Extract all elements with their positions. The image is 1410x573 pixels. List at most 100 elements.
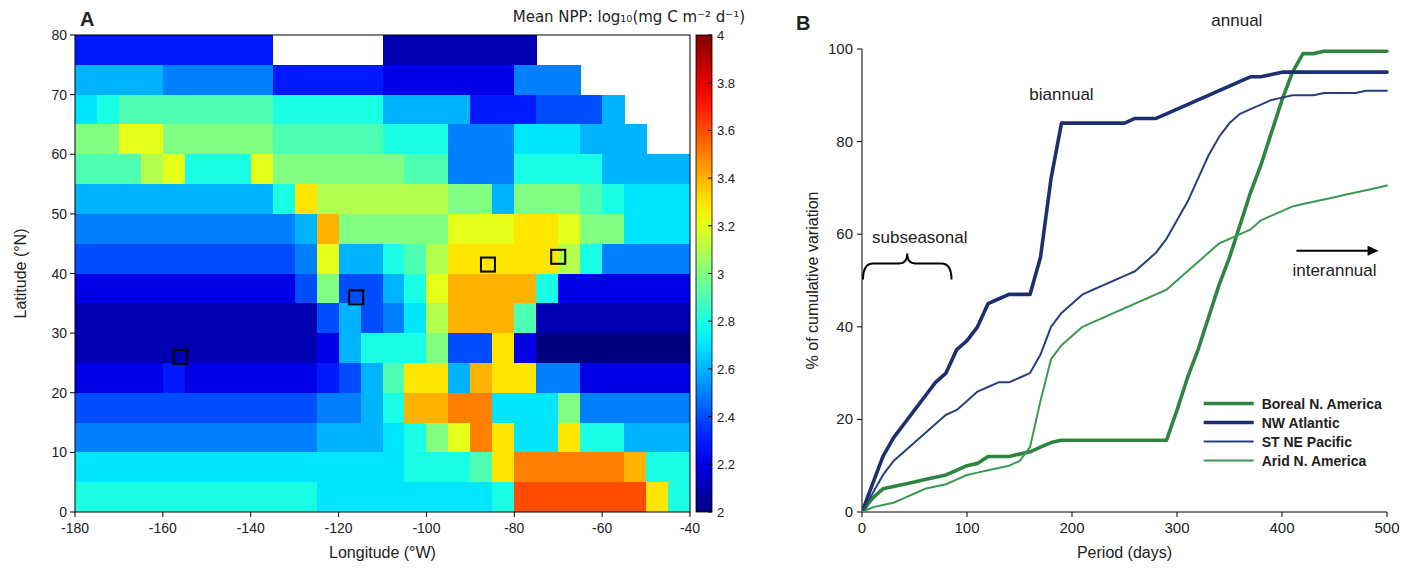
x-tick-label: 200 <box>1059 519 1084 536</box>
heat-cell <box>470 35 493 65</box>
heat-cell <box>624 393 647 423</box>
heat-cell <box>75 244 98 274</box>
heat-cell <box>97 95 120 125</box>
heat-cell <box>668 274 690 304</box>
heat-cell <box>448 303 471 333</box>
heat-cell <box>448 393 471 423</box>
heat-cell <box>492 482 515 512</box>
heat-cell <box>383 35 406 65</box>
heat-cell <box>185 214 208 244</box>
heat-cell <box>185 124 208 154</box>
heat-cell <box>185 423 208 453</box>
heat-cell <box>470 184 493 214</box>
heat-cell <box>404 124 427 154</box>
heat-cell <box>251 184 274 214</box>
colorbar-tick <box>708 464 712 465</box>
heat-cell <box>163 274 186 304</box>
heat-cell <box>229 393 252 423</box>
heat-cell <box>383 333 406 363</box>
heat-cell <box>75 35 98 65</box>
y-tick <box>70 392 75 393</box>
heat-cell <box>448 65 471 95</box>
heat-cell <box>141 274 164 304</box>
heat-cell <box>295 452 318 482</box>
heat-cell <box>404 65 427 95</box>
x-tick-label: -80 <box>504 520 524 536</box>
heat-cell <box>119 244 142 274</box>
y-tick <box>70 213 75 214</box>
heat-cell <box>119 363 142 393</box>
heat-cell <box>646 184 669 214</box>
heat-cell <box>536 482 559 512</box>
heat-cell <box>317 124 340 154</box>
heat-cell <box>470 214 493 244</box>
heat-cell <box>448 214 471 244</box>
colorbar-tick-label: 2.6 <box>717 362 735 377</box>
x-tick-label: 0 <box>858 519 866 536</box>
heat-cell <box>580 184 603 214</box>
x-tick <box>1282 512 1283 517</box>
heat-cell <box>273 274 296 304</box>
heat-cell <box>558 274 581 304</box>
heat-cell <box>75 274 98 304</box>
heat-cell <box>470 393 493 423</box>
heat-cell <box>295 214 318 244</box>
heat-cell <box>514 363 537 393</box>
heat-cell <box>514 452 537 482</box>
heat-cell <box>404 154 427 184</box>
colorbar-tick <box>708 82 712 83</box>
heat-cell <box>75 95 98 125</box>
heat-cell <box>119 393 142 423</box>
heat-cell <box>97 363 120 393</box>
heat-cell <box>163 423 186 453</box>
heat-cell <box>207 244 230 274</box>
colorbar-tick-label: 2.2 <box>717 457 735 472</box>
heat-cell <box>383 154 406 184</box>
heat-cell <box>119 303 142 333</box>
y-tick <box>857 326 862 327</box>
annotation: biannual <box>1029 85 1093 104</box>
heat-cell <box>229 274 252 304</box>
heat-cell <box>295 124 318 154</box>
heat-cell <box>536 423 559 453</box>
heat-cell <box>383 184 406 214</box>
heat-cell <box>163 363 186 393</box>
heat-cell <box>251 124 274 154</box>
colorbar-tick <box>708 130 712 131</box>
heat-cell <box>229 333 252 363</box>
heat-cell <box>470 482 493 512</box>
heat-cell <box>273 244 296 274</box>
heat-cell <box>602 482 625 512</box>
heat-cell <box>185 35 208 65</box>
panel-letter: A <box>80 8 94 30</box>
heat-cell <box>119 35 142 65</box>
x-tick-label: -40 <box>680 520 700 536</box>
y-axis-title: Latitude (°N) <box>12 229 29 319</box>
colorbar-tick-label: 3 <box>717 267 724 282</box>
heat-cell <box>426 393 449 423</box>
annotation: annual <box>1211 11 1262 30</box>
heat-cell <box>558 482 581 512</box>
heat-cell <box>361 363 384 393</box>
heat-cell <box>229 214 252 244</box>
site-box <box>173 350 187 364</box>
heat-cell <box>558 333 581 363</box>
heat-cell <box>668 303 690 333</box>
legend-label: ST NE Pacific <box>1262 434 1352 450</box>
heat-cell <box>602 423 625 453</box>
heat-cell <box>580 95 603 125</box>
heat-cell <box>97 184 120 214</box>
heat-cell <box>75 214 98 244</box>
y-tick <box>857 141 862 142</box>
x-tick <box>1072 512 1073 517</box>
heat-cell <box>448 482 471 512</box>
heat-cell <box>558 95 581 125</box>
heat-cell <box>448 124 471 154</box>
heat-cell <box>185 184 208 214</box>
heat-cell <box>97 214 120 244</box>
heat-cell <box>558 303 581 333</box>
heat-cell <box>229 154 252 184</box>
heat-cell <box>251 393 274 423</box>
heat-cell <box>624 154 647 184</box>
heat-cell <box>229 482 252 512</box>
